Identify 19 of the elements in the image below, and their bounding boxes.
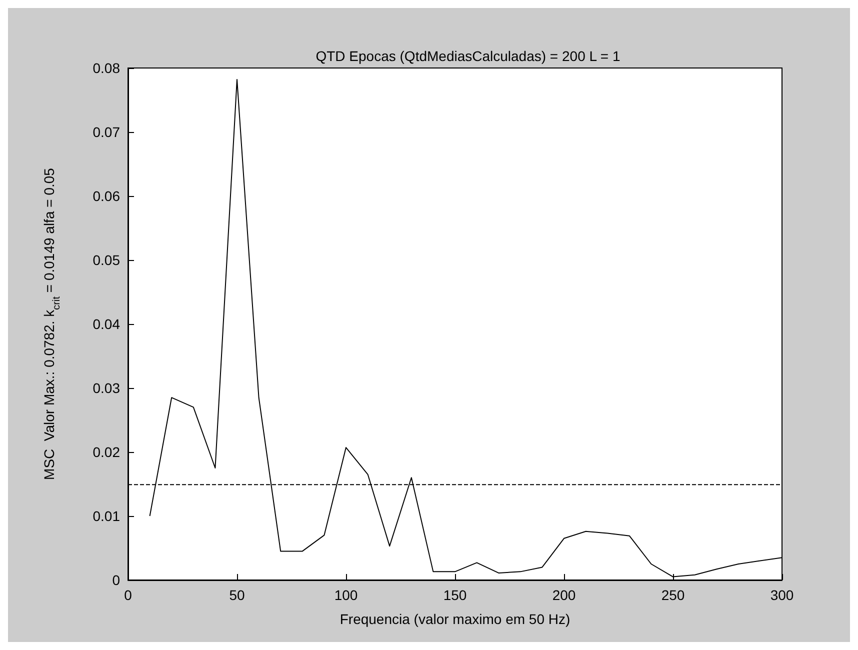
x-tick-label: 50 (229, 587, 245, 603)
x-tick-label: 200 (552, 587, 576, 603)
x-tick-label: 100 (334, 587, 358, 603)
x-tick-label: 250 (661, 587, 685, 603)
x-tick-label: 150 (443, 587, 467, 603)
y-tick-label: 0.08 (92, 60, 120, 76)
y-tick-label: 0.05 (92, 252, 120, 268)
x-tick-label: 300 (770, 587, 794, 603)
y-tick-label: 0.02 (92, 444, 120, 460)
y-tick-label: 0.06 (92, 188, 120, 204)
y-tick-label: 0.04 (92, 316, 120, 332)
y-axis-title: MSC Valor Max.: 0.0782. kcrit = 0.0149 alfa = 0.05 (41, 168, 62, 480)
x-axis-title: Frequencia (valor maximo em 50 Hz) (340, 611, 570, 627)
y-tick-label: 0.07 (92, 124, 120, 140)
y-tick-label: 0.01 (92, 508, 120, 524)
y-tick-label: 0 (112, 572, 120, 588)
y-tick-label: 0.03 (92, 380, 120, 396)
chart-title: QTD Epocas (QtdMediasCalculadas) = 200 L = 1 (316, 48, 620, 64)
x-tick-label: 0 (124, 587, 132, 603)
